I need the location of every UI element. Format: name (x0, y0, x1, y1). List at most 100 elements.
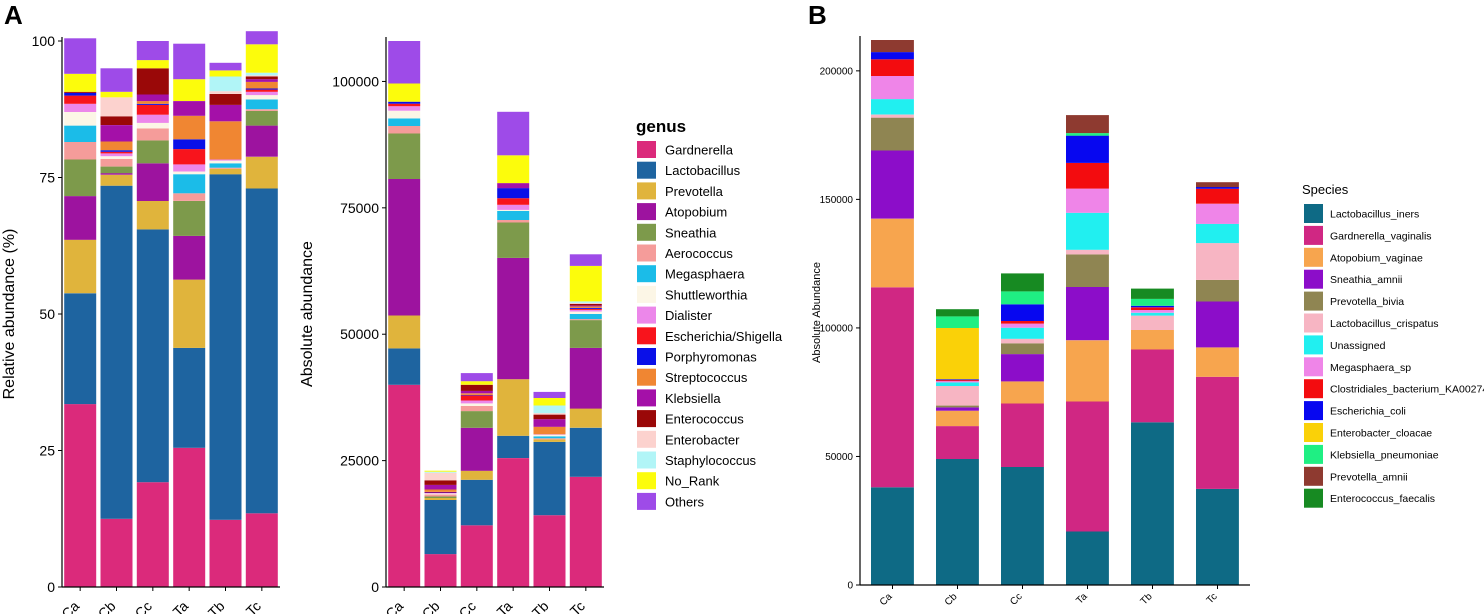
legend-swatch-shuttleworthia (637, 285, 656, 303)
legend-swatch-megasphaera-sp (1304, 357, 1323, 377)
bar-cb-streptococcus (100, 141, 133, 151)
bar-ca-escherichia-shigella (64, 95, 97, 104)
bar-tb-lactobacillus-iners (1131, 422, 1174, 585)
bar-tb-streptococcus (533, 426, 566, 435)
legend-swatch-atopobium-vaginae (1304, 247, 1323, 267)
bar-tb-staphylococcus (209, 76, 242, 92)
bar-ta-megasphaera-sp (1066, 188, 1109, 213)
bar-ta-klebsiella-pneumoniae (1066, 133, 1109, 136)
bar-tb-others (533, 391, 566, 398)
x-tick-label-cc: Cc (1008, 591, 1024, 607)
bar-cb-enterococcus-faecalis (936, 309, 979, 317)
legend-label-lactobacillus-crispatus: Lactobacillus_crispatus (1330, 318, 1439, 330)
bar-tb-atopobium-vaginae (1131, 330, 1174, 350)
bar-cb-klebsiella (100, 125, 133, 142)
bar-tb-escherichia-coli (1131, 305, 1174, 308)
bar-tc-clostridiales-bacterium-ka00274 (1196, 188, 1239, 204)
bar-tb-dialister (209, 159, 242, 161)
legend-swatch-lactobacillus (637, 161, 656, 179)
bar-ca-lactobacillus (388, 348, 421, 385)
bar-tb-enterococcus (209, 94, 242, 105)
legend-label-enterococcus-faecalis: Enterococcus_faecalis (1330, 493, 1435, 505)
bar-cb-prevotella-bivia (936, 405, 979, 408)
legend-swatch-enterococcus-faecalis (1304, 488, 1323, 508)
bar-ta-no-rank (173, 79, 206, 101)
bar-tc-atopobium (569, 347, 602, 409)
legend-swatch-streptococcus (637, 368, 656, 386)
bar-cc-aerococcus (136, 128, 169, 141)
bar-cb-enterococcus (100, 116, 133, 125)
bar-ta-sneathia-amnii (1066, 287, 1109, 341)
legend-label-escherichia-coli: Escherichia_coli (1330, 406, 1406, 418)
y-tick-label-50: 50 (39, 306, 55, 322)
bar-cb-enterobacter (100, 97, 133, 117)
legend-swatch-staphylococcus (637, 451, 656, 469)
bar-cb-enterobacter (424, 472, 457, 481)
legend-swatch-unassigned (1304, 335, 1323, 355)
bar-cc-gardnerella-vaginalis (1001, 403, 1044, 467)
bar-cb-no-rank (424, 470, 457, 472)
legend-label-escherichia-shigella: Escherichia/Shigella (665, 329, 783, 344)
bar-tb-gardnerella-vaginalis (1131, 349, 1174, 423)
bar-tc-lactobacillus-crispatus (1196, 243, 1239, 280)
bar-ta-porphyromonas (173, 139, 206, 150)
legend-label-clostridiales-bacterium-ka00274: Clostridiales_bacterium_KA00274 (1330, 384, 1484, 396)
bar-ca-dialister (388, 106, 421, 111)
bar-ca-aerococcus (64, 142, 97, 160)
bar-ta-lactobacillus (497, 435, 530, 458)
bar-tb-lactobacillus (533, 441, 566, 516)
bar-cb-sneathia-amnii (936, 407, 979, 411)
bar-ta-streptococcus (173, 115, 206, 140)
legend-label-streptococcus: Streptococcus (665, 370, 748, 385)
legend-label-lactobacillus: Lactobacillus (665, 163, 741, 178)
bar-tc-lactobacillus (569, 427, 602, 477)
bar-tc-gardnerella (569, 476, 602, 587)
bar-tb-klebsiella-pneumoniae (1131, 298, 1174, 306)
bar-ta-clostridiales-bacterium-ka00274 (1066, 162, 1109, 189)
bar-tc-no-rank (569, 266, 602, 302)
bar-cb-gardnerella-vaginalis (936, 426, 979, 459)
legend-label-klebsiella-pneumoniae: Klebsiella_pneumoniae (1330, 449, 1439, 461)
legend-label-enterobacter: Enterobacter (665, 432, 740, 447)
bar-ca-unassigned (871, 99, 914, 115)
bar-tc-escherichia-shigella (569, 308, 602, 310)
bar-ca-porphyromonas (64, 92, 97, 96)
x-tick-label-tc: Tc (243, 598, 264, 614)
bar-ta-no-rank (497, 155, 530, 184)
bar-cc-sneathia-amnii (1001, 354, 1044, 382)
bar-cb-lactobacillus (424, 500, 457, 555)
x-tick-label-cb: Cb (95, 598, 119, 614)
bar-tb-no-rank (209, 70, 242, 77)
panel-label-a: A (4, 0, 23, 30)
bar-ca-enterococcus (64, 91, 97, 93)
bar-tc-gardnerella (245, 513, 278, 587)
bar-tb-megasphaera (533, 436, 566, 439)
bar-ta-megasphaera (173, 174, 206, 194)
bar-cc-prevotella (460, 470, 493, 480)
legend-swatch-others (637, 492, 656, 510)
legend-swatch-sneathia (637, 223, 656, 241)
bar-tc-escherichia-coli (1196, 187, 1239, 189)
bar-tc-unassigned (1196, 223, 1239, 244)
bar-tc-klebsiella (569, 305, 602, 307)
bar-tb-dialister (533, 434, 566, 435)
bar-ta-prevotella-bivia (1066, 254, 1109, 287)
bar-cc-dialister (136, 114, 169, 123)
bar-tb-aerococcus (209, 167, 242, 169)
bar-ta-aerococcus (497, 220, 530, 223)
bar-tc-prevotella-amnii (1196, 182, 1239, 188)
bar-cc-clostridiales-bacterium-ka00274 (1001, 321, 1044, 324)
legend-label-gardnerella-vaginalis: Gardnerella_vaginalis (1330, 230, 1432, 242)
y-tick-label-100000: 100000 (332, 73, 379, 89)
bar-cc-sneathia (460, 411, 493, 428)
bar-ta-dialister (173, 164, 206, 172)
legend-swatch-clostridiales-bacterium-ka00274 (1304, 379, 1323, 399)
x-tick-label-tb: Tb (205, 598, 228, 614)
bar-tc-others (245, 31, 278, 45)
bar-ta-others (497, 111, 530, 156)
bar-tc-staphylococcus (569, 301, 602, 303)
bar-cc-streptococcus (460, 393, 493, 395)
bar-ca-gardnerella (388, 384, 421, 587)
bar-cc-dialister (460, 400, 493, 404)
legend-label-megasphaera: Megasphaera (665, 267, 745, 282)
